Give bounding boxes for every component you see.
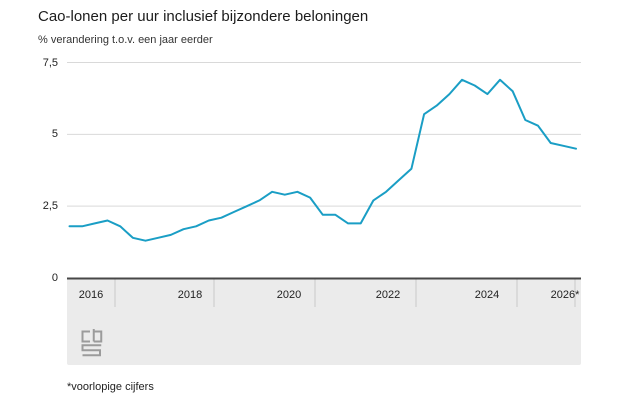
y-tick-label: 5 [51, 128, 58, 141]
x-tick-label: 2020 [276, 289, 302, 301]
wage-growth-line [68, 78, 577, 242]
y-tick-label: 2,5 [42, 200, 58, 213]
chart-subtitle: % verandering t.o.v. een jaar eerder [38, 34, 213, 46]
x-tick-label: 2018 [177, 289, 203, 301]
footnote: *voorlopige cijfers [67, 381, 154, 393]
y-tick-label: 7,5 [42, 56, 58, 69]
y-tick-label: 0 [51, 272, 58, 284]
year-separator-ticks [114, 279, 576, 307]
gridlines [67, 62, 581, 207]
page-title: Cao-lonen per uur inclusief bijzondere b… [38, 8, 369, 25]
x-tick-label: 2024 [474, 289, 500, 301]
x-tick-label: 2016 [78, 289, 104, 301]
x-axis-band [67, 279, 581, 365]
cbs-logo-icon [81, 329, 103, 357]
x-tick-label: 2022 [375, 289, 401, 301]
x-tick-label: 2026* [550, 289, 580, 301]
